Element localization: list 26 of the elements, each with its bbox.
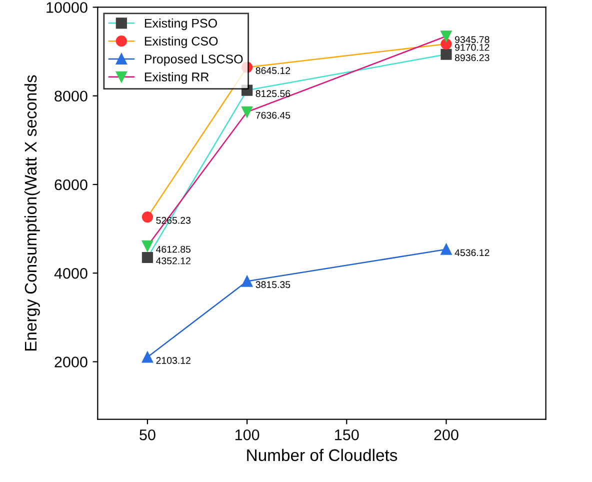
data-label: 2103.12 <box>156 357 190 364</box>
legend-label: Existing CSO <box>144 36 218 48</box>
data-label: 4536.12 <box>454 249 490 256</box>
x-tick-label: 50 <box>140 429 156 440</box>
legend-label: Existing RR <box>144 72 209 84</box>
y-tick-label: 2000 <box>54 356 88 368</box>
y-tick-label: 4000 <box>54 268 88 279</box>
y-tick-label: 10000 <box>46 2 88 13</box>
data-label: 8936.23 <box>454 54 490 62</box>
y-tick-label: 6000 <box>54 179 88 190</box>
y-tick-label: 8000 <box>54 90 88 102</box>
y-axis-title: Energy Consumption(Watt X seconds <box>24 75 40 351</box>
data-label: 8645.12 <box>256 67 290 74</box>
data-label: 7636.45 <box>256 112 290 119</box>
legend-label: Existing PSO <box>144 18 217 30</box>
x-tick-label: 200 <box>434 429 458 440</box>
data-label: 8125.56 <box>256 90 290 98</box>
data-label: 3815.35 <box>256 281 290 288</box>
data-label: 9345.78 <box>455 36 490 43</box>
data-label: 4352.12 <box>156 257 190 264</box>
x-axis-title: Number of Cloudlets <box>247 448 398 462</box>
data-label: 4612.85 <box>156 246 191 253</box>
x-tick-label: 150 <box>335 429 359 440</box>
x-tick-label: 100 <box>235 429 260 440</box>
data-label: 9170.12 <box>455 44 490 51</box>
legend-label: Proposed LSCSO <box>144 54 243 66</box>
